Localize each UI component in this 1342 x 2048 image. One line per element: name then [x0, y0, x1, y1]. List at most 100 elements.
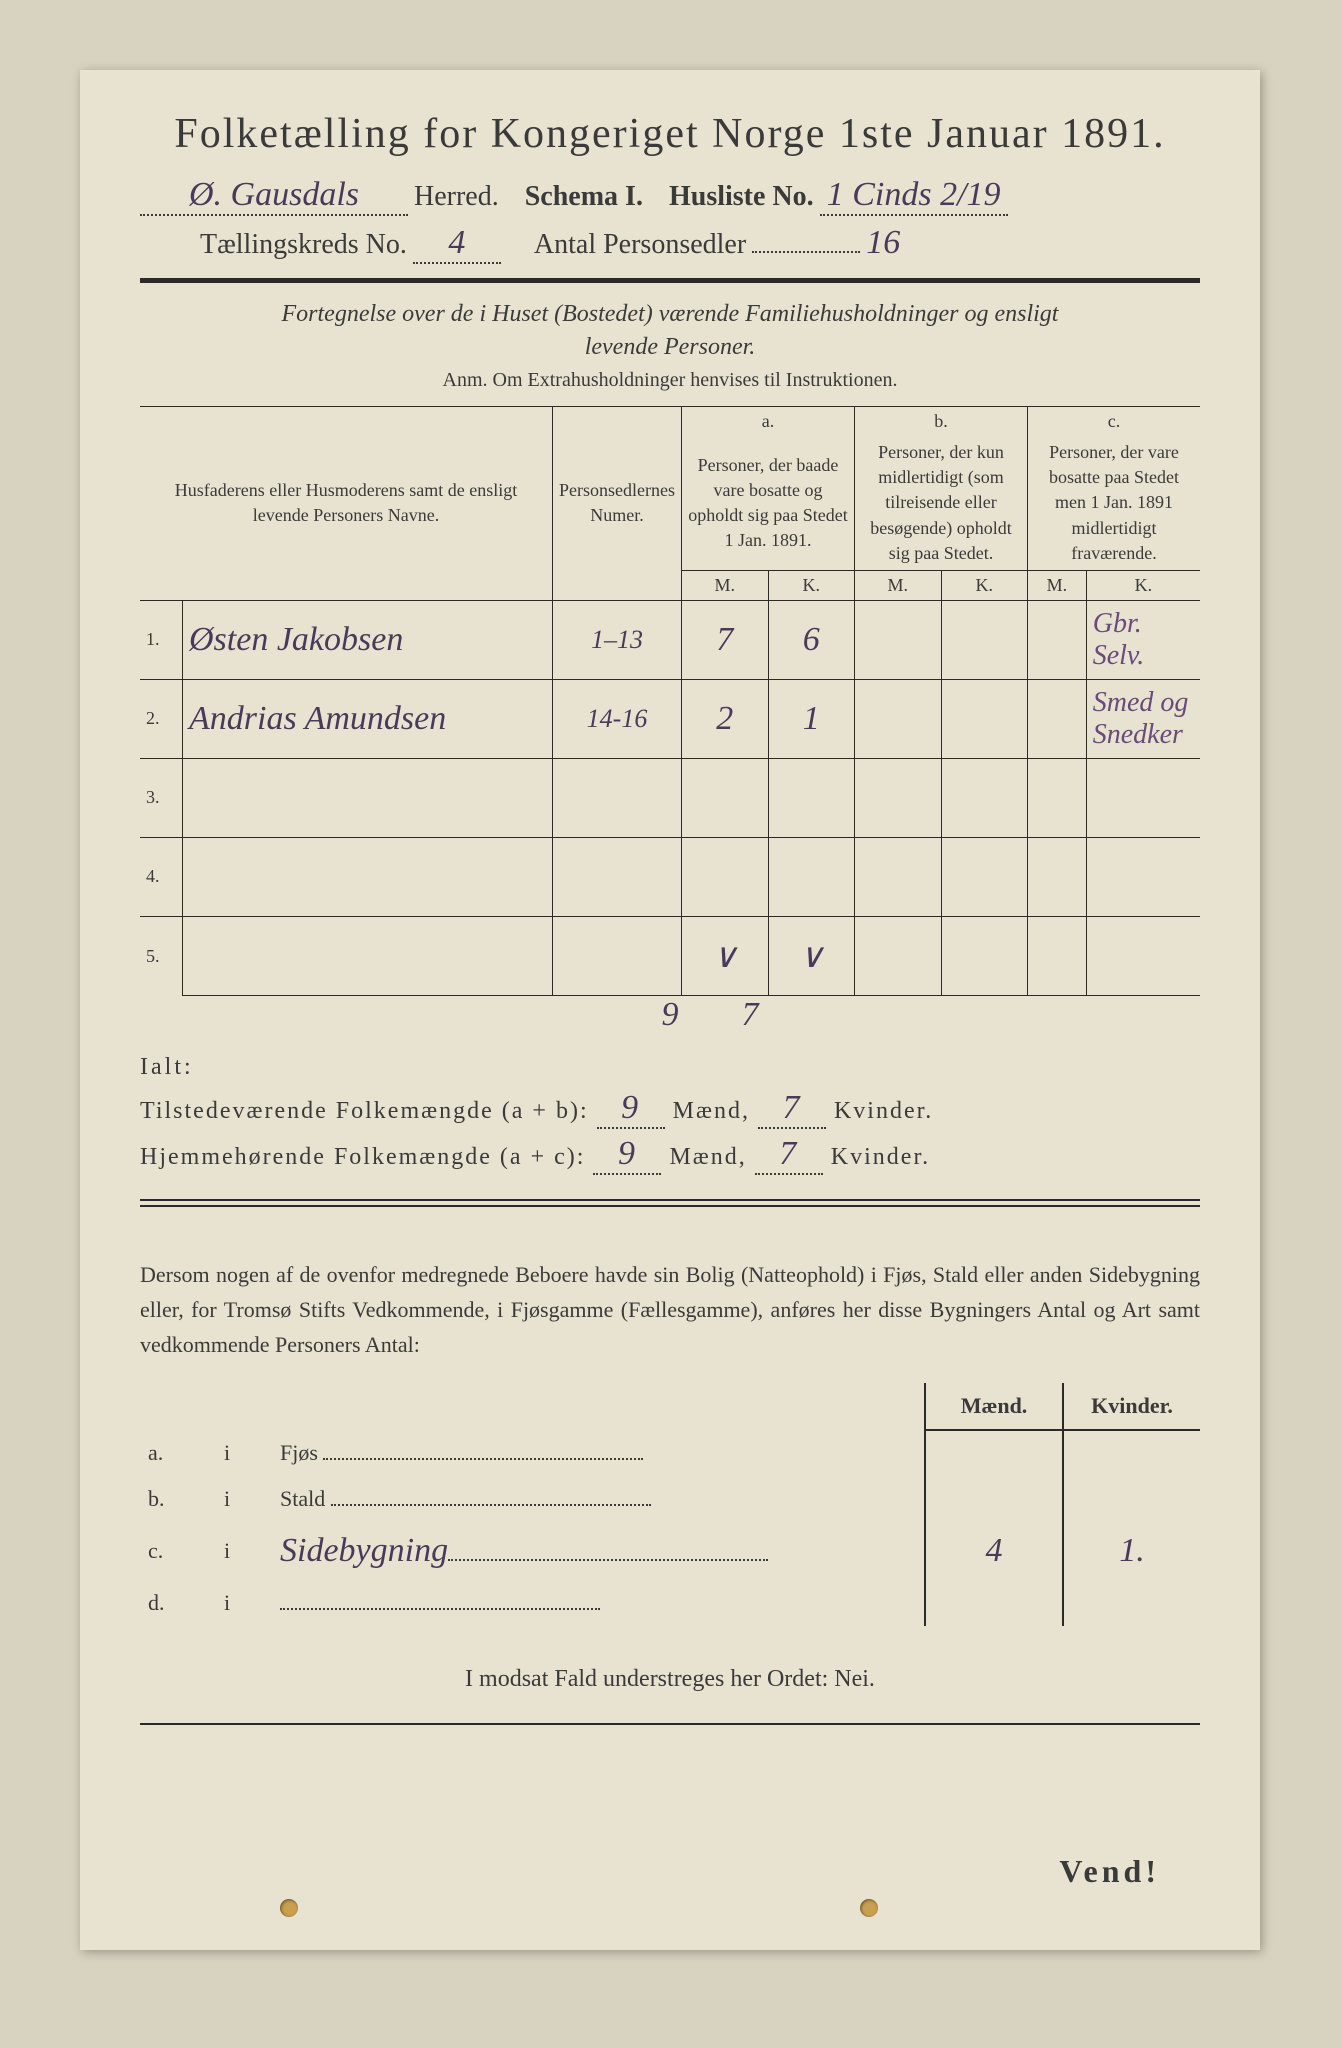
- col-c-m-value: [1028, 600, 1087, 679]
- col-a-m-value: 2: [682, 679, 769, 758]
- sidebygning-table: Mænd. Kvinder. a.iFjøs b.iStald c.iSideb…: [140, 1383, 1200, 1626]
- row-number: 2.: [140, 679, 183, 758]
- ialt-label: Ialt:: [140, 1054, 1200, 1081]
- rule-1: [140, 278, 1200, 283]
- col-a-label: a.: [682, 407, 855, 437]
- col-numer-header: Personsedlernes Numer.: [553, 407, 682, 601]
- col-a-k-value: 1: [768, 679, 855, 758]
- sub-row-i: i: [216, 1476, 272, 1522]
- row-note: [1086, 837, 1200, 916]
- tilstedev-m: 9: [597, 1089, 665, 1129]
- kreds-value: 4: [413, 224, 501, 264]
- col-b-m-value: [855, 837, 942, 916]
- sub-row-label: Sidebygning: [272, 1522, 925, 1580]
- herred-value: Ø. Gausdals: [140, 176, 408, 216]
- vend-label: Vend!: [1059, 1853, 1160, 1890]
- binding-hole-left: [280, 1899, 298, 1917]
- census-form-page: Folketælling for Kongeriget Norge 1ste J…: [80, 70, 1260, 1950]
- col-c-m-value: [1028, 837, 1087, 916]
- sub-row-label: Fjøs: [272, 1430, 925, 1476]
- row-note: Gbr. Selv.: [1086, 600, 1200, 679]
- table-row: 2.Andrias Amundsen14-1621 Smed og Snedker: [140, 679, 1200, 758]
- c-k-header: K.: [1086, 570, 1200, 600]
- form-title: Folketælling for Kongeriget Norge 1ste J…: [140, 110, 1200, 158]
- rule-3: [140, 1205, 1200, 1207]
- col-a-k-value: [768, 758, 855, 837]
- sub-maend-value: [925, 1430, 1063, 1476]
- sub-table-row: a.iFjøs: [140, 1430, 1200, 1476]
- col-b-m-value: [855, 600, 942, 679]
- person-name: [183, 758, 553, 837]
- table-row: 3.: [140, 758, 1200, 837]
- col-a-m-value: [682, 758, 769, 837]
- husliste-label: Husliste No.: [669, 181, 814, 213]
- row-number: 5.: [140, 916, 183, 995]
- sub-kvinder-header: Kvinder.: [1063, 1383, 1200, 1430]
- header-line-1: Ø. Gausdals Herred. Schema I. Husliste N…: [140, 176, 1200, 216]
- col-a-header: Personer, der baade vare bosatte og opho…: [682, 436, 855, 570]
- person-name: Østen Jakobsen: [183, 600, 553, 679]
- col-c-m-value: [1028, 916, 1087, 995]
- col-b-k-value: [941, 758, 1028, 837]
- sub-row-label: [272, 1580, 925, 1626]
- household-table: Husfaderens eller Husmoderens samt de en…: [140, 406, 1200, 996]
- col-b-m-value: [855, 679, 942, 758]
- sub-table-row: d.i: [140, 1580, 1200, 1626]
- personsedler-numer: [553, 837, 682, 916]
- row-note: [1086, 916, 1200, 995]
- col-b-header: Personer, der kun midlertidigt (som tilr…: [855, 436, 1028, 570]
- personsedler-numer: [553, 916, 682, 995]
- personsedler-numer: [553, 758, 682, 837]
- anm-note: Anm. Om Extrahusholdninger henvises til …: [140, 369, 1200, 392]
- col-b-m-value: [855, 916, 942, 995]
- sum-a-k: 7: [710, 996, 790, 1034]
- sub-maend-value: [925, 1476, 1063, 1522]
- col-b-k-value: [941, 679, 1028, 758]
- col-b-k-value: [941, 916, 1028, 995]
- personsedler-numer: 14-16: [553, 679, 682, 758]
- col-b-m-value: [855, 758, 942, 837]
- antal-label: Antal Personsedler: [534, 229, 746, 261]
- sub-kvinder-value: [1063, 1430, 1200, 1476]
- col-a-m-value: ∨: [682, 916, 769, 995]
- sub-row-i: i: [216, 1430, 272, 1476]
- col-names-header: Husfaderens eller Husmoderens samt de en…: [140, 407, 553, 601]
- row-number: 1.: [140, 600, 183, 679]
- col-b-k-value: [941, 600, 1028, 679]
- hjemme-m: 9: [593, 1135, 661, 1175]
- row-number: 4.: [140, 837, 183, 916]
- col-a-k-value: [768, 837, 855, 916]
- col-a-k-value: 6: [768, 600, 855, 679]
- sub-table-row: c.iSidebygning41.: [140, 1522, 1200, 1580]
- rule-4: [140, 1723, 1200, 1725]
- row-note: Smed og Snedker: [1086, 679, 1200, 758]
- tilstedev-k: 7: [758, 1089, 826, 1129]
- sub-row-i: i: [216, 1522, 272, 1580]
- subtitle-2: levende Personer.: [140, 334, 1200, 361]
- herred-label: Herred.: [414, 181, 499, 213]
- sub-table-row: b.iStald: [140, 1476, 1200, 1522]
- personsedler-numer: 1–13: [553, 600, 682, 679]
- total-line-2: Hjemmehørende Folkemængde (a + c): 9 Mæn…: [140, 1135, 1200, 1175]
- header-line-2: Tællingskreds No. 4 Antal Personsedler 1…: [140, 224, 1200, 264]
- sub-maend-value: 4: [925, 1522, 1063, 1580]
- sub-row-letter: d.: [140, 1580, 216, 1626]
- sub-row-letter: a.: [140, 1430, 216, 1476]
- total-line-1: Tilstedeværende Folkemængde (a + b): 9 M…: [140, 1089, 1200, 1129]
- sum-a-m: 9: [630, 996, 710, 1034]
- sub-row-i: i: [216, 1580, 272, 1626]
- table-row: 1.Østen Jakobsen1–1376Gbr. Selv.: [140, 600, 1200, 679]
- schema-label: Schema I.: [525, 181, 643, 213]
- b-k-header: K.: [941, 570, 1028, 600]
- sub-kvinder-value: [1063, 1580, 1200, 1626]
- person-name: Andrias Amundsen: [183, 679, 553, 758]
- sub-maend-header: Mænd.: [925, 1383, 1063, 1430]
- row-note: [1086, 758, 1200, 837]
- person-name: [183, 916, 553, 995]
- col-c-m-value: [1028, 679, 1087, 758]
- sub-kvinder-value: 1.: [1063, 1522, 1200, 1580]
- antal-value: 16: [866, 224, 900, 262]
- a-m-header: M.: [682, 570, 769, 600]
- table-row: 4.: [140, 837, 1200, 916]
- col-b-k-value: [941, 837, 1028, 916]
